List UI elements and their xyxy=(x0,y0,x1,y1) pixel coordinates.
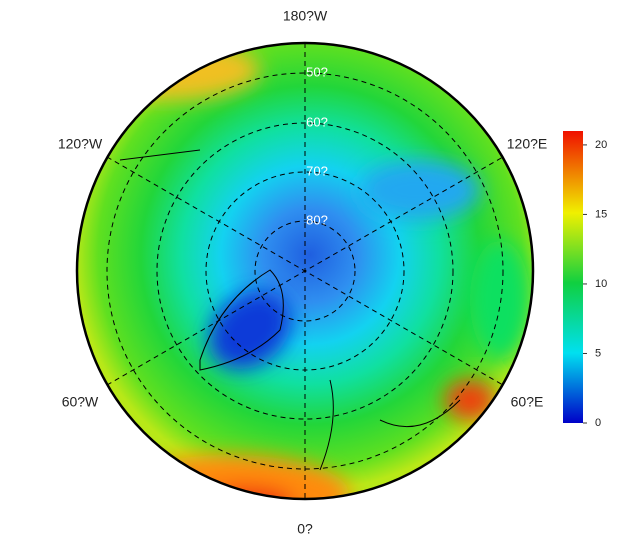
meridian-label: 180?W xyxy=(283,8,328,24)
colorbar-tick-label: 5 xyxy=(595,347,601,359)
latitude-label: 50? xyxy=(306,64,328,79)
colorbar-tick-label: 15 xyxy=(595,208,607,220)
latitude-label: 70? xyxy=(306,163,328,178)
colorbar: 0 5 10 15 20 xyxy=(563,131,607,429)
colorbar-tick-label: 10 xyxy=(595,278,607,290)
meridian-label: 0? xyxy=(297,521,313,537)
coastlines xyxy=(119,149,461,471)
latitude-label: 60? xyxy=(306,114,328,129)
colorbar-tick-label: 20 xyxy=(595,139,607,151)
meridian-label: 60?E xyxy=(511,394,544,410)
map-border xyxy=(75,41,535,501)
latitude-label: 80? xyxy=(306,212,328,227)
colorbar-tick-label: 0 xyxy=(595,417,601,429)
graticule xyxy=(106,43,504,499)
colorbar-ramp xyxy=(563,131,583,423)
meridian-label: 120?W xyxy=(58,136,103,152)
meridian-label: 120?E xyxy=(507,136,547,152)
meridian-label: 60?W xyxy=(62,394,99,410)
